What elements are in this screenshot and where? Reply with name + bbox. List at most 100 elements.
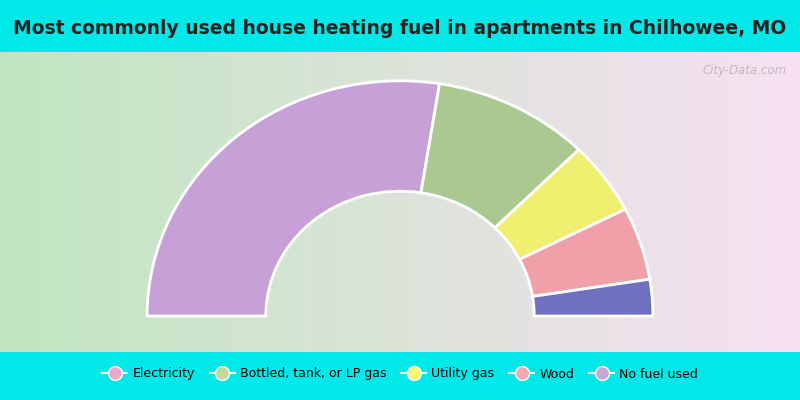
Bar	[700, 52, 704, 352]
Bar	[40, 52, 44, 352]
Bar	[404, 52, 408, 352]
Bar	[316, 52, 320, 352]
Bar	[292, 52, 296, 352]
Bar	[164, 52, 168, 352]
Bar	[148, 52, 152, 352]
Bar	[548, 52, 552, 352]
Bar	[644, 52, 648, 352]
Bar	[444, 52, 448, 352]
Bar	[660, 52, 664, 352]
Bar	[596, 52, 600, 352]
Bar	[256, 52, 260, 352]
Bar	[416, 52, 420, 352]
Wedge shape	[147, 81, 439, 316]
Bar	[752, 52, 756, 352]
Bar	[672, 52, 676, 352]
Bar	[396, 52, 400, 352]
Bar	[668, 52, 672, 352]
Bar	[432, 52, 436, 352]
Wedge shape	[533, 279, 653, 316]
Bar	[80, 52, 84, 352]
Bar	[136, 52, 140, 352]
Bar	[640, 52, 644, 352]
Bar	[48, 52, 52, 352]
Bar	[472, 52, 476, 352]
Bar	[104, 52, 108, 352]
Bar	[124, 52, 128, 352]
Bar	[772, 52, 776, 352]
Bar	[268, 52, 272, 352]
Bar	[468, 52, 472, 352]
Bar	[692, 52, 696, 352]
Bar	[452, 52, 456, 352]
Bar	[636, 52, 640, 352]
Bar	[760, 52, 764, 352]
Bar	[36, 52, 40, 352]
Wedge shape	[519, 209, 650, 296]
Bar	[508, 52, 512, 352]
Bar	[484, 52, 488, 352]
Bar	[576, 52, 580, 352]
Bar	[512, 52, 516, 352]
Bar	[688, 52, 692, 352]
Bar	[284, 52, 288, 352]
Bar	[352, 52, 356, 352]
Bar	[428, 52, 432, 352]
Bar	[144, 52, 148, 352]
Bar	[232, 52, 236, 352]
Bar	[120, 52, 124, 352]
Bar	[788, 52, 792, 352]
Bar	[736, 52, 740, 352]
Bar	[532, 52, 536, 352]
Bar	[376, 52, 380, 352]
Bar	[28, 52, 32, 352]
Bar	[384, 52, 388, 352]
Bar	[8, 52, 12, 352]
Bar	[320, 52, 324, 352]
Bar	[744, 52, 748, 352]
Bar	[720, 52, 724, 352]
Bar	[796, 52, 800, 352]
Bar	[252, 52, 256, 352]
Bar	[56, 52, 60, 352]
Bar	[196, 52, 200, 352]
Bar	[88, 52, 92, 352]
Bar	[192, 52, 196, 352]
Bar	[476, 52, 480, 352]
Bar	[784, 52, 788, 352]
Bar	[556, 52, 560, 352]
Bar	[528, 52, 532, 352]
Bar	[716, 52, 720, 352]
Bar	[276, 52, 280, 352]
Bar	[204, 52, 208, 352]
Bar	[552, 52, 556, 352]
Bar	[724, 52, 728, 352]
Bar	[92, 52, 96, 352]
Bar	[44, 52, 48, 352]
Bar	[588, 52, 592, 352]
Bar	[260, 52, 264, 352]
Bar	[176, 52, 180, 352]
Bar	[520, 52, 524, 352]
Bar	[740, 52, 744, 352]
Bar	[632, 52, 636, 352]
Bar	[212, 52, 216, 352]
Bar	[304, 52, 308, 352]
Bar	[460, 52, 464, 352]
Bar	[500, 52, 504, 352]
Bar	[52, 52, 56, 352]
Bar	[408, 52, 412, 352]
Bar	[704, 52, 708, 352]
Bar	[732, 52, 736, 352]
Bar	[188, 52, 192, 352]
Bar	[20, 52, 24, 352]
Bar	[436, 52, 440, 352]
Bar	[172, 52, 176, 352]
Bar	[400, 52, 404, 352]
Bar	[340, 52, 344, 352]
Bar	[72, 52, 76, 352]
Bar	[664, 52, 668, 352]
Bar	[132, 52, 136, 352]
Bar	[116, 52, 120, 352]
Legend: Electricity, Bottled, tank, or LP gas, Utility gas, Wood, No fuel used: Electricity, Bottled, tank, or LP gas, U…	[98, 364, 702, 384]
